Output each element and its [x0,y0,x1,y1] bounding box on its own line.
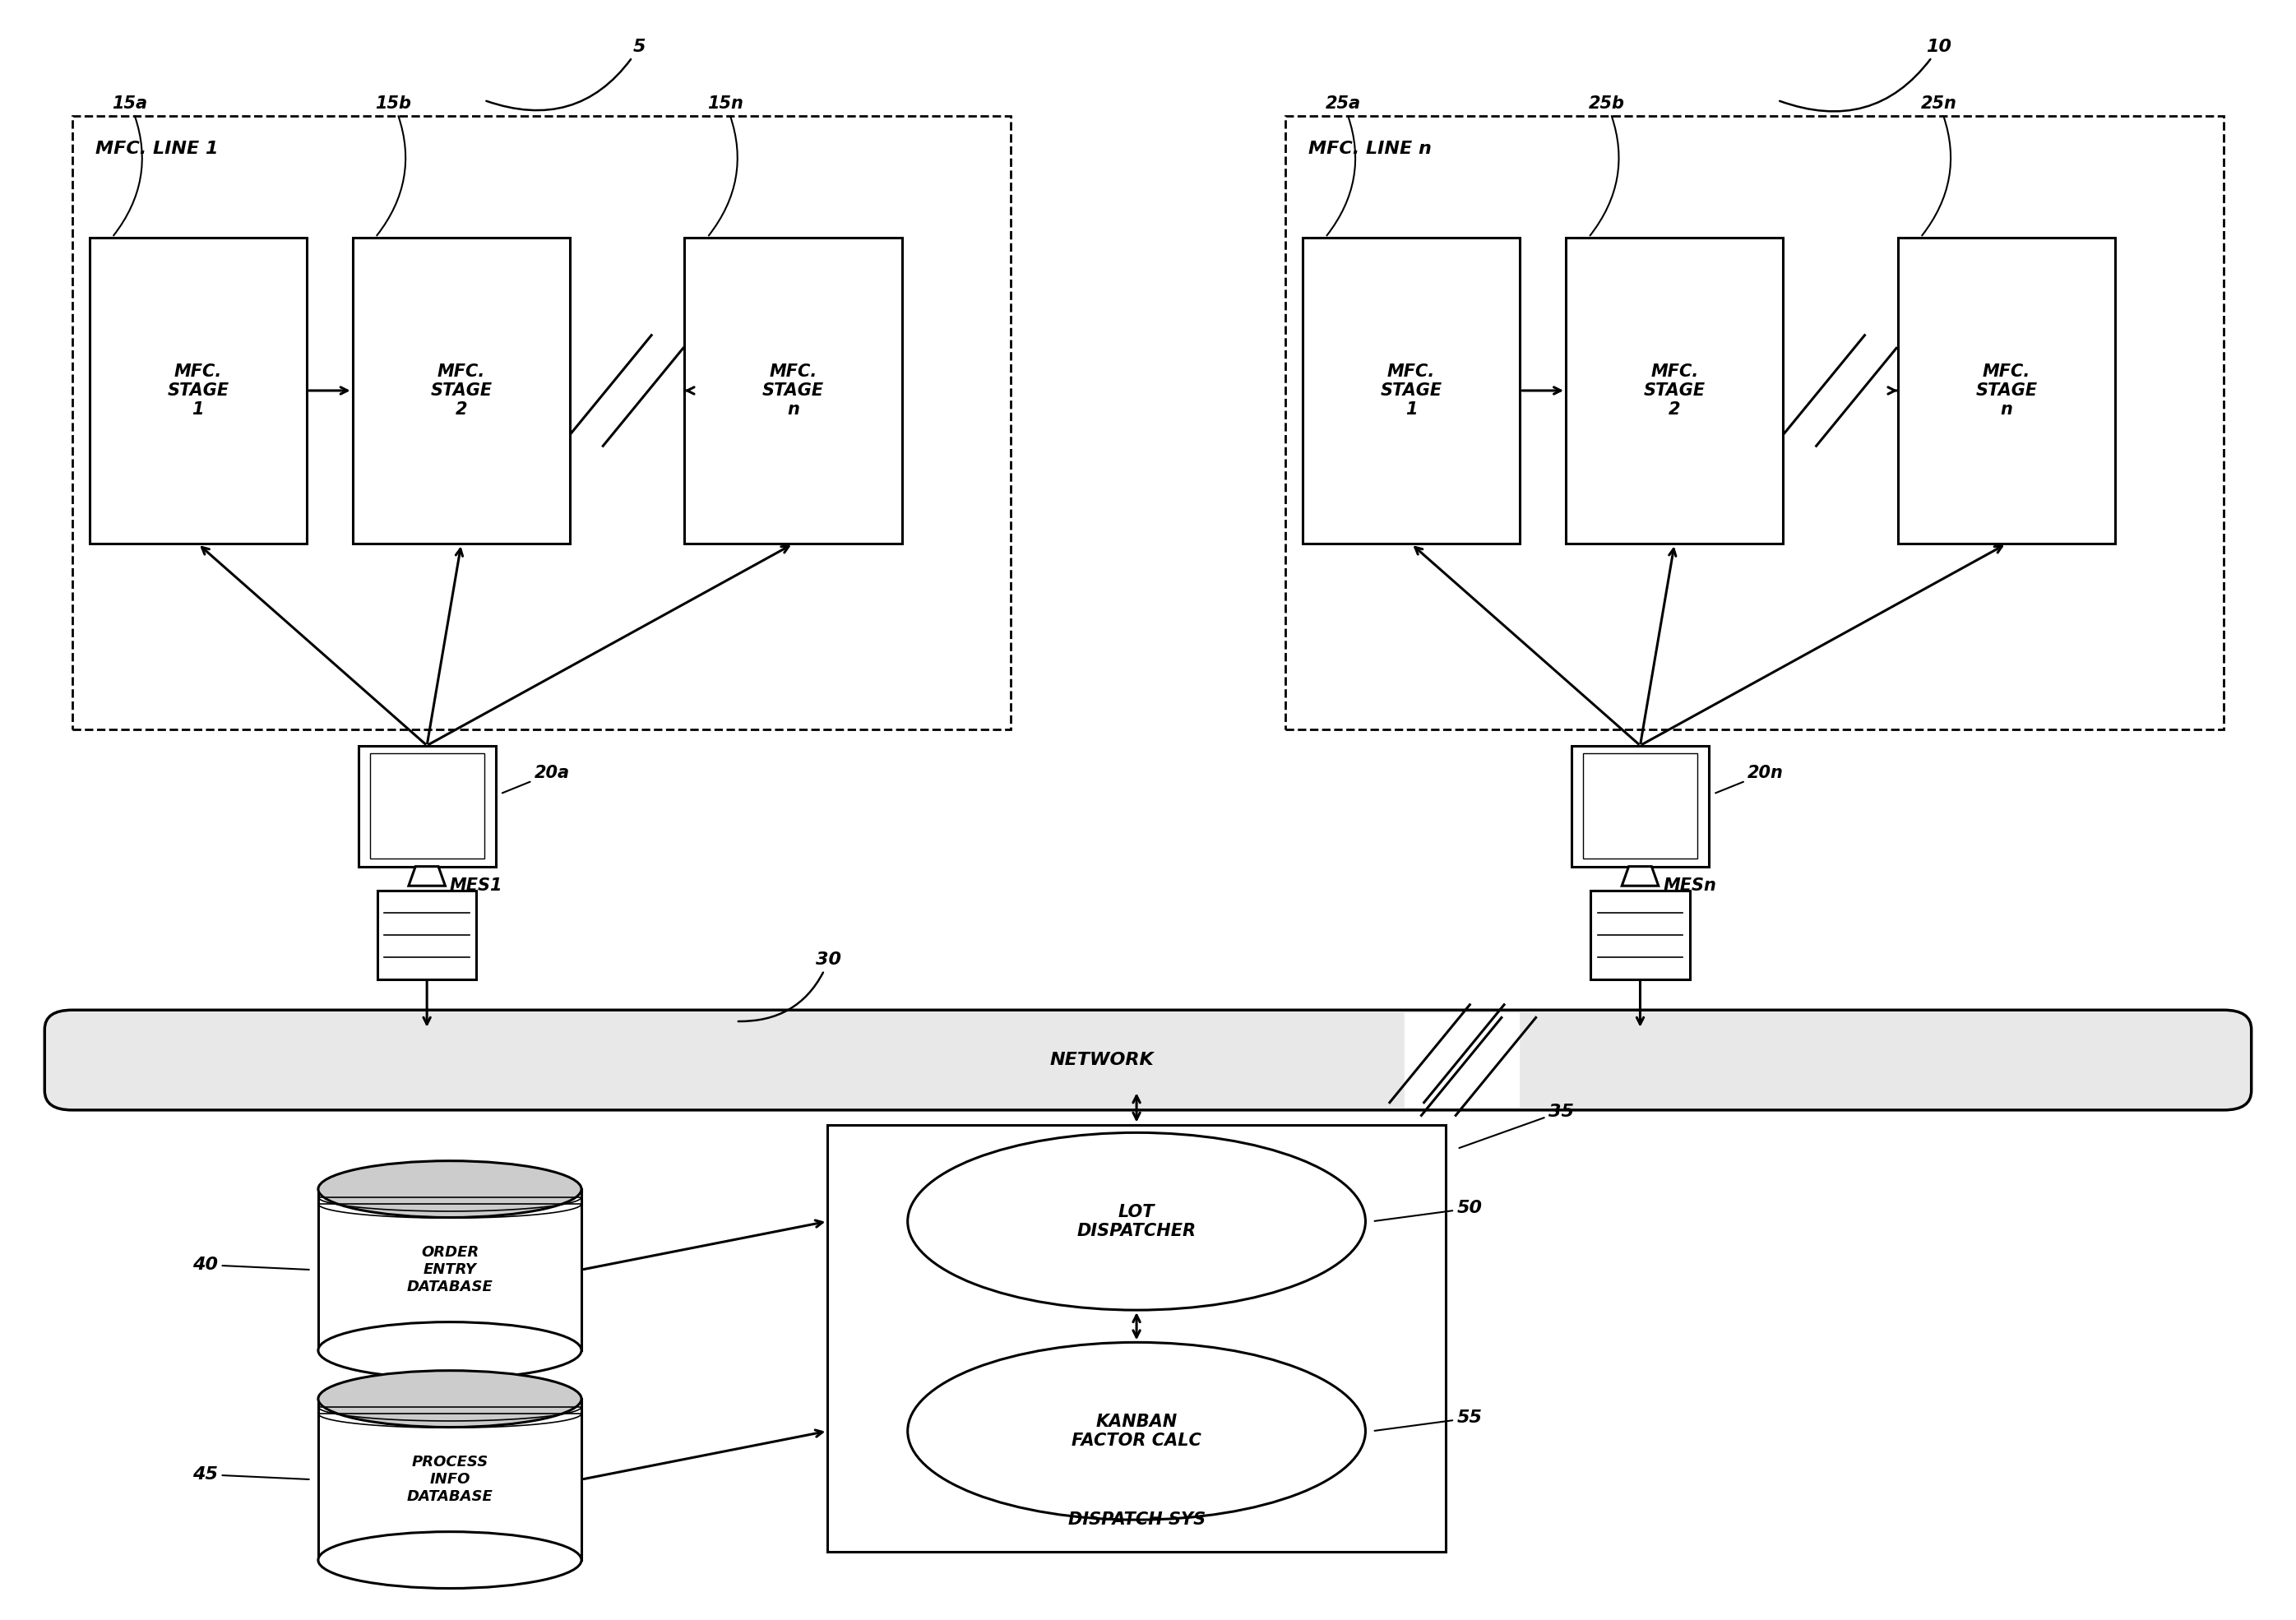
FancyBboxPatch shape [1591,891,1690,980]
Text: NETWORK: NETWORK [1049,1051,1155,1068]
Polygon shape [1621,867,1658,886]
Polygon shape [409,867,445,886]
Text: MFC.
STAGE
1: MFC. STAGE 1 [168,363,230,418]
Text: MES1: MES1 [450,878,503,894]
FancyBboxPatch shape [1582,753,1697,859]
Text: PROCESS
INFO
DATABASE: PROCESS INFO DATABASE [406,1455,494,1503]
FancyBboxPatch shape [358,745,496,867]
Text: 10: 10 [1779,39,1952,112]
Text: 45: 45 [193,1466,310,1482]
Text: MFC.
STAGE
2: MFC. STAGE 2 [1644,363,1706,418]
Text: 20n: 20n [1715,765,1784,794]
Text: LOT
DISPATCHER: LOT DISPATCHER [1077,1204,1196,1239]
Text: KANBAN
FACTOR CALC: KANBAN FACTOR CALC [1072,1413,1201,1448]
Text: 15a: 15a [113,96,147,235]
FancyBboxPatch shape [684,238,902,544]
Text: MFC. LINE 1: MFC. LINE 1 [94,141,218,157]
FancyBboxPatch shape [354,238,569,544]
FancyBboxPatch shape [1302,238,1520,544]
FancyBboxPatch shape [1566,238,1784,544]
Text: 5: 5 [487,39,645,110]
Text: MESn: MESn [1662,878,1717,894]
Ellipse shape [907,1132,1366,1311]
Text: MFC.
STAGE
2: MFC. STAGE 2 [429,363,491,418]
Text: 25a: 25a [1325,96,1362,235]
Text: MFC.
STAGE
n: MFC. STAGE n [762,363,824,418]
Text: 25n: 25n [1919,96,1956,235]
Ellipse shape [319,1322,581,1379]
Text: DISPATCH SYS: DISPATCH SYS [1068,1511,1205,1528]
Text: 55: 55 [1375,1409,1483,1430]
Text: 50: 50 [1375,1200,1483,1221]
Ellipse shape [319,1162,581,1218]
Ellipse shape [319,1371,581,1427]
Text: MFC.
STAGE
1: MFC. STAGE 1 [1380,363,1442,418]
FancyBboxPatch shape [90,238,308,544]
Ellipse shape [319,1533,581,1588]
FancyBboxPatch shape [377,891,475,980]
Text: MFC. LINE n: MFC. LINE n [1309,141,1430,157]
Text: 15b: 15b [377,96,411,235]
Polygon shape [319,1400,581,1560]
FancyBboxPatch shape [1570,745,1708,867]
Text: MFC.
STAGE
n: MFC. STAGE n [1975,363,2037,418]
Text: ORDER
ENTRY
DATABASE: ORDER ENTRY DATABASE [406,1246,494,1294]
Text: 15n: 15n [707,96,744,235]
FancyBboxPatch shape [44,1009,2252,1110]
Ellipse shape [907,1343,1366,1520]
FancyBboxPatch shape [1899,238,2115,544]
FancyBboxPatch shape [827,1124,1446,1552]
Text: 25b: 25b [1589,96,1626,235]
Text: 40: 40 [193,1257,310,1273]
FancyBboxPatch shape [370,753,484,859]
Text: 35: 35 [1460,1103,1575,1149]
Text: 30: 30 [739,951,843,1021]
Polygon shape [319,1189,581,1351]
Text: 20a: 20a [503,765,569,794]
